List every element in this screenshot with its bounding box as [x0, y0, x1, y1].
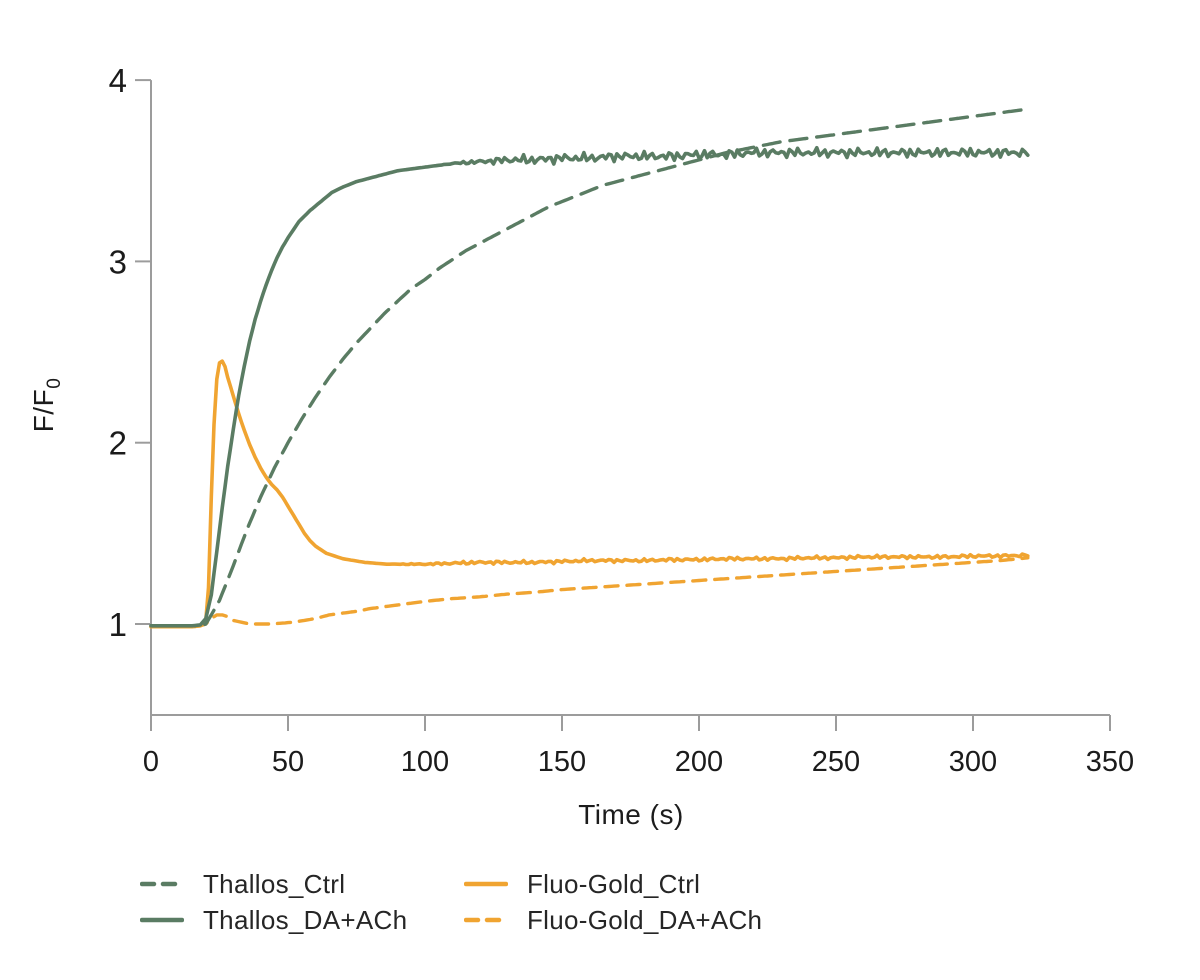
- svg-text:0: 0: [143, 746, 159, 778]
- legend-swatch-solid-orange-icon: [464, 881, 508, 887]
- svg-text:3: 3: [109, 243, 127, 280]
- legend-item-fluo-gold-ctrl: Fluo-Gold_Ctrl: [464, 869, 762, 900]
- svg-text:350: 350: [1086, 746, 1134, 778]
- legend-item-thallos-da-ach: Thallos_DA+ACh: [140, 905, 464, 936]
- svg-text:150: 150: [538, 746, 586, 778]
- y-axis-label: F/F0: [28, 378, 66, 433]
- x-axis-label: Time (s): [578, 799, 684, 830]
- svg-text:200: 200: [675, 746, 723, 778]
- svg-text:100: 100: [401, 746, 449, 778]
- legend-swatch-dashed-green-icon: [140, 881, 184, 887]
- legend: Thallos_Ctrl Thallos_DA+ACh Fluo-Gold_Ct…: [140, 866, 762, 938]
- legend-label: Thallos_Ctrl: [203, 868, 346, 899]
- legend-label: Fluo-Gold_DA+ACh: [527, 904, 763, 935]
- legend-label: Thallos_DA+ACh: [203, 904, 408, 935]
- legend-swatch-solid-green-icon: [140, 917, 184, 923]
- svg-text:50: 50: [272, 746, 304, 778]
- y-axis-label-subscript: 0: [43, 377, 65, 389]
- svg-text:1: 1: [109, 606, 127, 643]
- legend-swatch-dashed-orange-icon: [464, 917, 508, 923]
- y-axis-label-main: F/F: [28, 388, 60, 433]
- svg-text:300: 300: [949, 746, 997, 778]
- svg-text:250: 250: [812, 746, 860, 778]
- svg-text:2: 2: [109, 425, 127, 462]
- legend-label: Fluo-Gold_Ctrl: [527, 868, 701, 899]
- svg-text:4: 4: [109, 62, 127, 99]
- legend-item-thallos-ctrl: Thallos_Ctrl: [140, 869, 464, 900]
- legend-item-fluo-gold-da-ach: Fluo-Gold_DA+ACh: [464, 905, 762, 936]
